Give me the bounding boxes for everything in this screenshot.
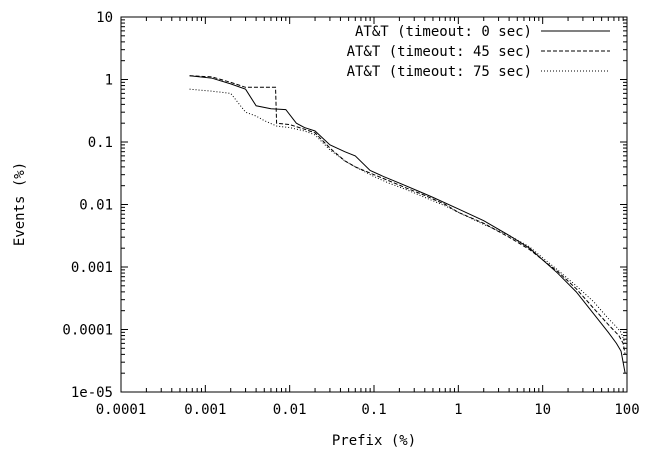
x-tick-label: 100 bbox=[614, 402, 639, 418]
plot-frame bbox=[120, 16, 628, 393]
series-line-2 bbox=[189, 88, 626, 344]
legend-label-1: AT&T (timeout: 45 sec) bbox=[347, 44, 532, 60]
y-tick-label: 0.0001 bbox=[62, 323, 113, 339]
x-tick-label: 0.0001 bbox=[96, 402, 147, 418]
x-tick-label: 10 bbox=[534, 402, 551, 418]
ticks-layer: 0.0001 0.001 0.01 0.1 1 10 1001e-050.00010.001… bbox=[62, 10, 639, 418]
x-tick-label: 0.001 bbox=[184, 402, 226, 418]
x-tick-label: 1 bbox=[454, 402, 462, 418]
legend-label-2: AT&T (timeout: 75 sec) bbox=[347, 64, 532, 80]
y-tick-label: 1 bbox=[105, 73, 113, 89]
x-tick-label: 0.1 bbox=[361, 402, 386, 418]
x-tick-label: 0.01 bbox=[273, 402, 307, 418]
y-tick-label: 1e-05 bbox=[71, 385, 113, 401]
y-tick-label: 0.001 bbox=[71, 260, 113, 276]
y-tick-label: 0.1 bbox=[88, 135, 113, 151]
x-axis-title: Prefix (%) bbox=[332, 433, 416, 449]
series-layer bbox=[189, 75, 626, 374]
legend: AT&T (timeout: 0 sec) AT&T (timeout: 45 s… bbox=[347, 24, 610, 80]
y-tick-label: 10 bbox=[96, 10, 113, 26]
series-line-0 bbox=[189, 75, 626, 374]
series-line-1 bbox=[189, 75, 626, 355]
y-axis-title: Events (%) bbox=[12, 162, 28, 246]
y-tick-label: 0.01 bbox=[79, 198, 113, 214]
legend-label-0: AT&T (timeout: 0 sec) bbox=[355, 24, 532, 40]
